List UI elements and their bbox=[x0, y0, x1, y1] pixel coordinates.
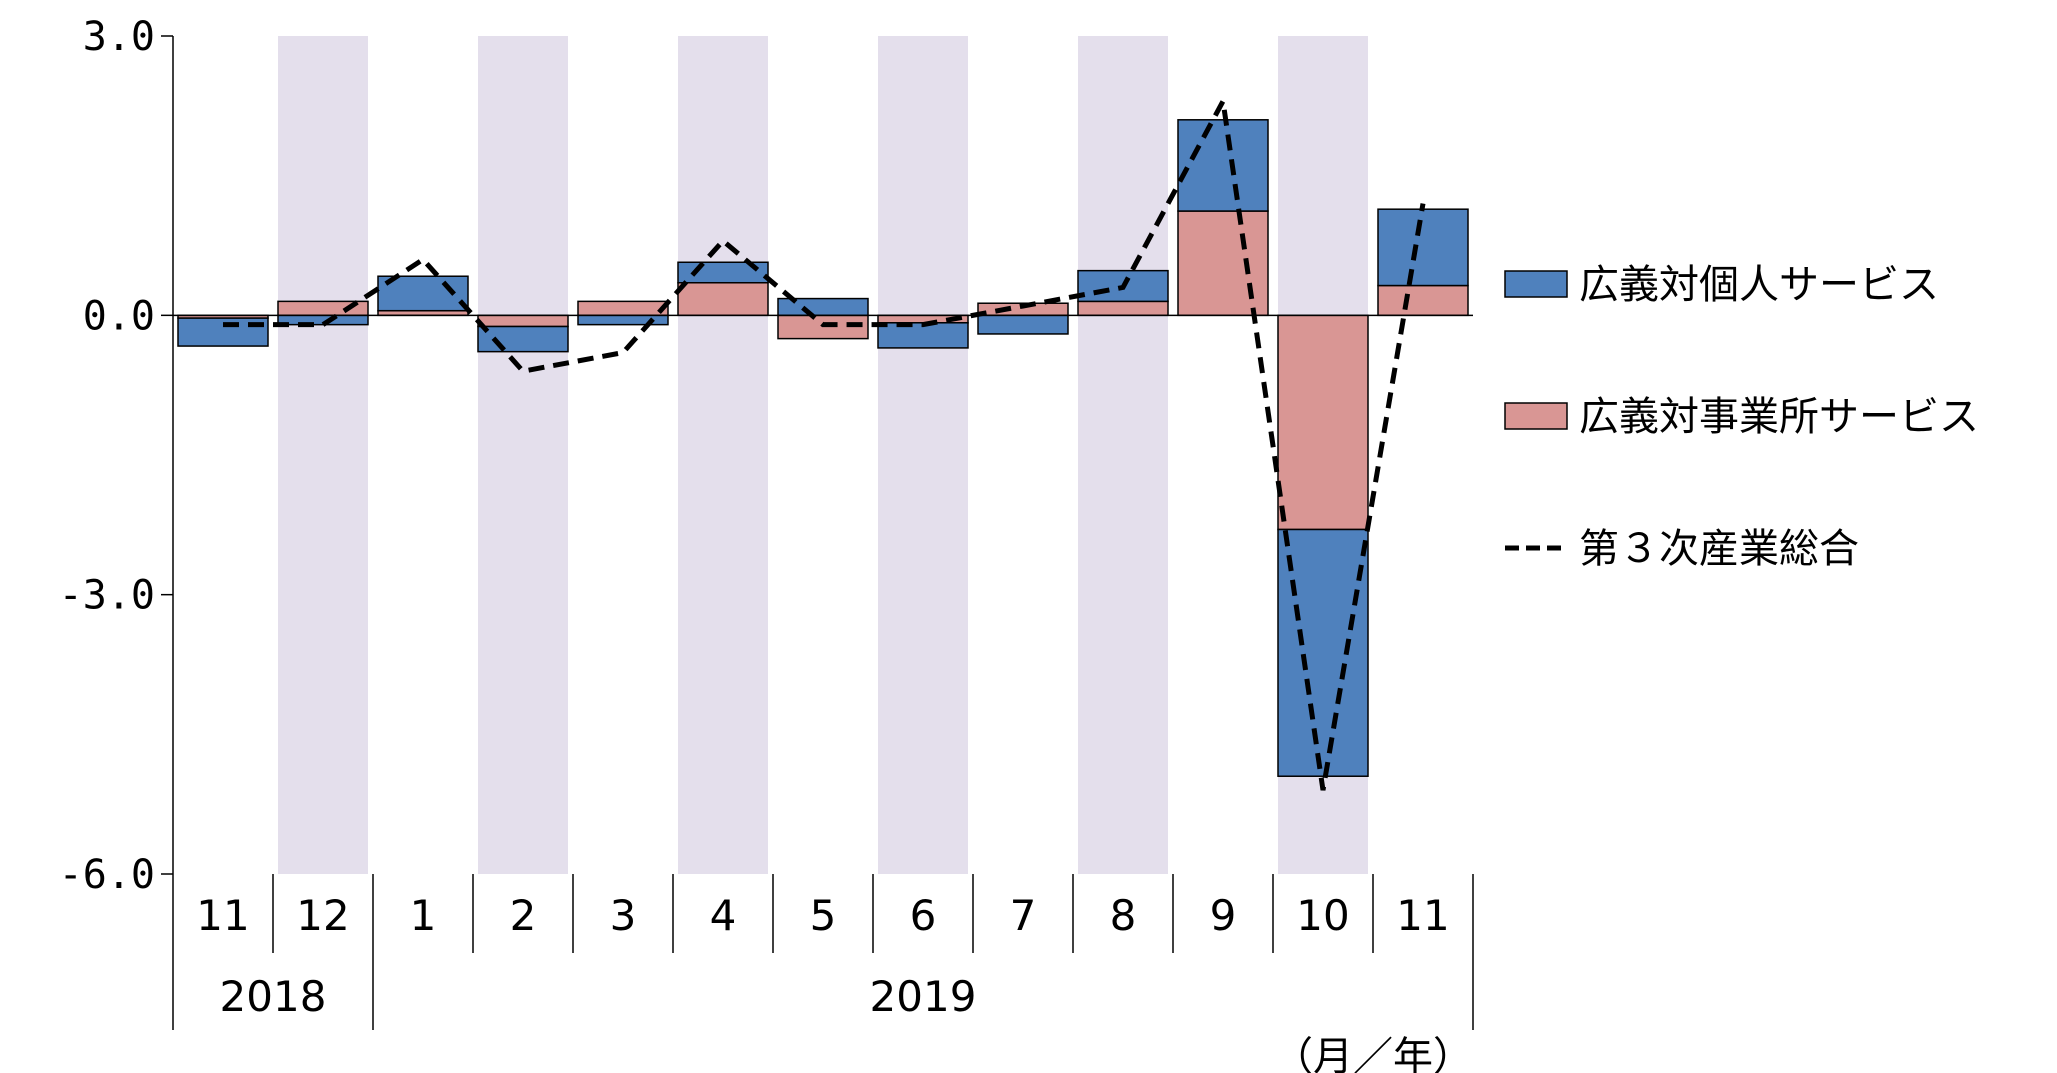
bar-segment bbox=[1278, 315, 1368, 529]
y-tick-label: -6.0 bbox=[59, 852, 155, 898]
bar-segment bbox=[1378, 286, 1468, 316]
category-label: 8 bbox=[1110, 891, 1137, 940]
bar-segment bbox=[478, 327, 568, 352]
category-axis: 1112123456789101120182019 bbox=[173, 874, 1473, 1030]
bar-segment bbox=[1378, 209, 1468, 285]
category-label: 6 bbox=[910, 891, 937, 940]
y-tick-label: 3.0 bbox=[83, 14, 155, 60]
category-label: 3 bbox=[610, 891, 637, 940]
category-label: 4 bbox=[710, 891, 737, 940]
legend-label: 広義対個人サービス bbox=[1579, 262, 1939, 308]
year-label: 2018 bbox=[220, 972, 327, 1021]
legend-label: 第３次産業総合 bbox=[1579, 526, 1859, 572]
bars bbox=[178, 120, 1468, 776]
legend-swatch bbox=[1505, 403, 1567, 429]
category-label: 12 bbox=[296, 891, 349, 940]
y-tick-label: 0.0 bbox=[83, 293, 155, 339]
category-label: 2 bbox=[510, 891, 537, 940]
shade-band bbox=[478, 36, 568, 874]
bar-segment bbox=[678, 283, 768, 316]
bar-segment bbox=[1178, 120, 1268, 211]
bar-segment bbox=[1078, 301, 1168, 315]
shade-band bbox=[878, 36, 968, 874]
year-label: 2019 bbox=[870, 972, 977, 1021]
shade-band bbox=[278, 36, 368, 874]
category-label: 5 bbox=[810, 891, 837, 940]
category-label: 9 bbox=[1210, 891, 1237, 940]
bar-segment bbox=[578, 301, 668, 315]
y-ticks: 3.0 0.0 -3.0 -6.0 bbox=[59, 14, 173, 898]
shade-band bbox=[678, 36, 768, 874]
category-label: 7 bbox=[1010, 891, 1037, 940]
category-label: 11 bbox=[1396, 891, 1449, 940]
bar-segment bbox=[978, 315, 1068, 334]
shade-band bbox=[1078, 36, 1168, 874]
category-label: 10 bbox=[1296, 891, 1349, 940]
category-label: 11 bbox=[196, 891, 249, 940]
unit-label: （月／年） bbox=[1273, 1034, 1473, 1073]
y-tick-label: -3.0 bbox=[59, 573, 155, 619]
category-label: 1 bbox=[410, 891, 437, 940]
legend: 広義対個人サービス広義対事業所サービス第３次産業総合 bbox=[1505, 262, 1979, 572]
bar-segment bbox=[578, 315, 668, 324]
bar-segment bbox=[478, 315, 568, 326]
legend-swatch bbox=[1505, 271, 1567, 297]
legend-label: 広義対事業所サービス bbox=[1579, 394, 1979, 440]
bar-segment bbox=[1178, 211, 1268, 315]
